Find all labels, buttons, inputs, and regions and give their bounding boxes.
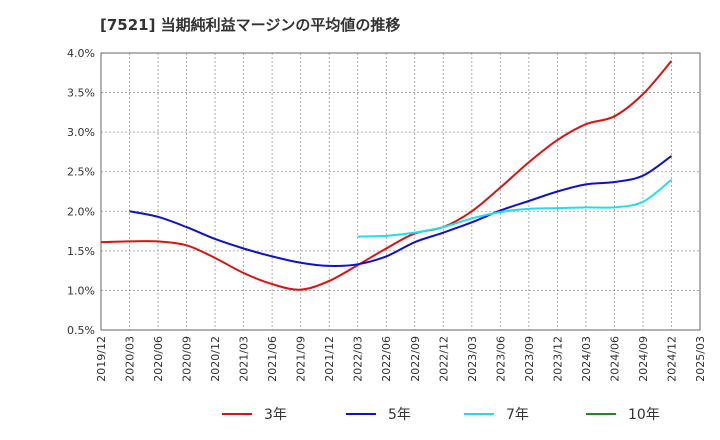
y-tick-label: 2.5%	[67, 166, 95, 179]
y-tick-label: 3.0%	[67, 126, 95, 139]
legend-label: 5年	[388, 407, 411, 423]
x-tick-label: 2023/06	[494, 336, 507, 382]
x-tick-label: 2021/06	[266, 336, 279, 382]
x-tick-label: 2022/06	[380, 336, 393, 382]
legend: 3年 5年 7年 10年	[222, 407, 660, 423]
x-tick-label: 2021/12	[323, 336, 336, 382]
x-tick-label: 2020/06	[152, 336, 165, 382]
plot-frame	[100, 52, 701, 331]
x-tick-label: 2024/06	[608, 336, 621, 382]
y-axis: 4.0% 3.5% 3.0% 2.5% 2.0% 1.5% 1.0% 0.5%	[67, 47, 95, 337]
x-tick-label: 2024/12	[665, 336, 678, 382]
x-tick-label: 2022/03	[352, 336, 365, 382]
y-tick-label: 0.5%	[67, 324, 95, 337]
x-tick-label: 2024/03	[580, 336, 593, 382]
y-tick-label: 4.0%	[67, 47, 95, 60]
y-tick-label: 1.5%	[67, 245, 95, 258]
series-line-3年	[100, 60, 673, 291]
legend-label: 7年	[506, 407, 529, 423]
x-tick-label: 2021/09	[295, 336, 308, 382]
series-line-5年	[129, 155, 673, 267]
x-tick-label: 2023/12	[551, 336, 564, 382]
series-layer	[100, 60, 673, 291]
x-tick-label: 2021/03	[238, 336, 251, 382]
x-tick-label: 2022/12	[437, 336, 450, 382]
x-tick-label: 2022/09	[409, 336, 422, 382]
x-tick-label: 2023/09	[523, 336, 536, 382]
x-tick-label: 2024/09	[637, 336, 650, 382]
y-tick-label: 3.5%	[67, 87, 95, 100]
chart-title: [7521] 当期純利益マージンの平均値の推移	[100, 16, 401, 34]
x-tick-label: 2019/12	[95, 336, 108, 382]
legend-label: 3年	[264, 407, 287, 423]
y-tick-label: 1.0%	[67, 284, 95, 297]
series-line-7年	[357, 178, 673, 238]
x-tick-label: 2020/03	[124, 336, 137, 382]
y-tick-label: 2.0%	[67, 205, 95, 218]
legend-label: 10年	[628, 407, 660, 423]
x-tick-label: 2020/09	[181, 336, 194, 382]
x-axis: 2019/12 2020/03 2020/06 2020/09 2020/12 2021/…	[95, 336, 707, 382]
x-tick-label: 2025/03	[694, 336, 707, 382]
x-tick-label: 2020/12	[209, 336, 222, 382]
x-tick-label: 2023/03	[466, 336, 479, 382]
grid	[101, 53, 700, 330]
